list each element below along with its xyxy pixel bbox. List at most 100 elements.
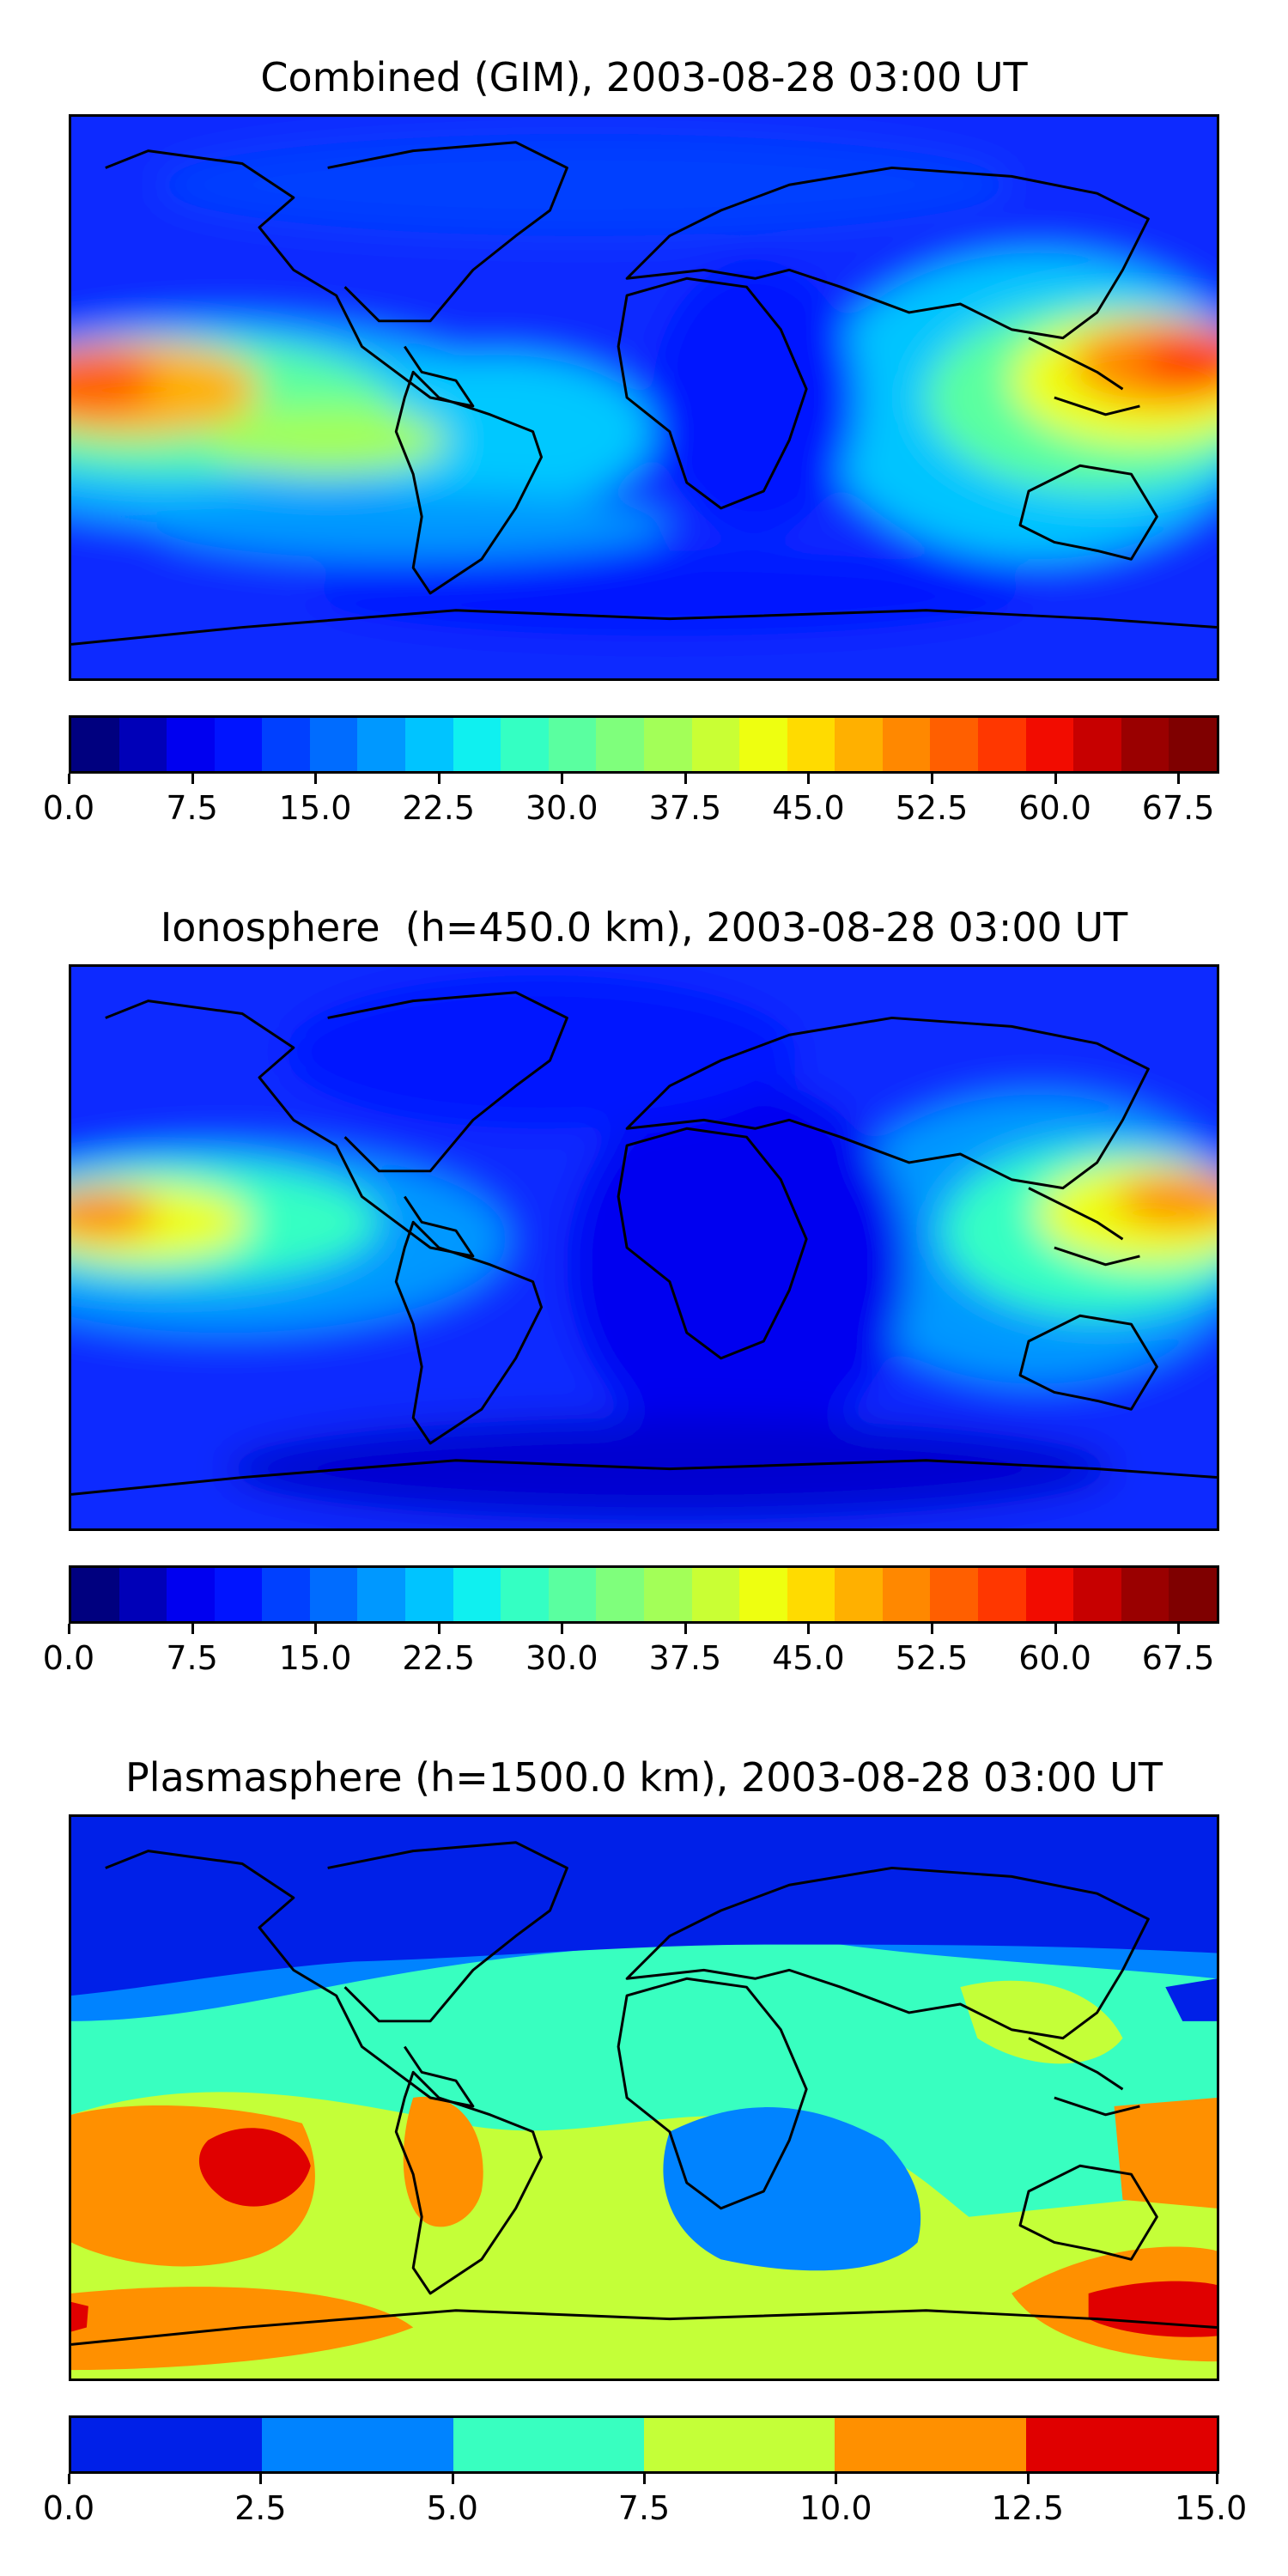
ionosphere-colorbar-segment xyxy=(357,1568,406,1621)
colorbar-tick-label: 30.0 xyxy=(525,1639,598,1677)
colorbar-tick-label: 45.0 xyxy=(772,789,845,827)
colorbar-tick xyxy=(437,774,440,784)
combined-colorbar-segment xyxy=(71,718,119,771)
combined-tec-map xyxy=(69,114,1219,681)
colorbar-tick-label: 37.5 xyxy=(648,789,722,827)
colorbar-tick-label: 5.0 xyxy=(426,2489,478,2527)
combined-colorbar-segment xyxy=(1025,718,1074,771)
ionosphere-colorbar-segment xyxy=(167,1568,215,1621)
colorbar-tick-label: 30.0 xyxy=(525,789,598,827)
colorbar-tick xyxy=(68,774,70,784)
colorbar-tick-label: 0.0 xyxy=(42,789,95,827)
colorbar-tick xyxy=(437,1624,440,1634)
colorbar-tick-label: 22.5 xyxy=(402,789,475,827)
combined-colorbar-segment xyxy=(787,718,835,771)
coastlines xyxy=(71,141,1217,646)
combined-colorbar-segment xyxy=(405,718,453,771)
coastlines xyxy=(71,991,1217,1496)
combined-colorbar-segment xyxy=(930,718,978,771)
colorbar-tick-label: 12.5 xyxy=(991,2489,1064,2527)
colorbar-tick xyxy=(259,2474,263,2484)
combined-map-title: Combined (GIM), 2003-08-28 03:00 UT xyxy=(260,54,1028,100)
combined-colorbar-segment xyxy=(262,718,310,771)
colorbar-tick-label: 10.0 xyxy=(799,2489,872,2527)
combined-colorbar-segment xyxy=(214,718,263,771)
plasmasphere-map-title: Plasmasphere (h=1500.0 km), 2003-08-28 0… xyxy=(125,1754,1163,1801)
combined-colorbar-segment xyxy=(1073,718,1121,771)
combined-colorbar-ticks: 0.0 7.5 15.0 22.5 30.0 37.5 45.0 52.5 60… xyxy=(43,774,1219,827)
ionosphere-colorbar-segment xyxy=(548,1568,597,1621)
ionosphere-colorbar-segment xyxy=(882,1568,931,1621)
colorbar-tick xyxy=(1216,2474,1218,2484)
combined-colorbar-segment xyxy=(835,718,883,771)
combined-colorbar xyxy=(69,715,1219,774)
colorbar-tick-label: 15.0 xyxy=(278,789,352,827)
colorbar-tick-label: 7.5 xyxy=(166,789,218,827)
ionosphere-colorbar-segment xyxy=(1073,1568,1121,1621)
colorbar-tick-label: 60.0 xyxy=(1018,1639,1091,1677)
colorbar-tick xyxy=(807,1624,811,1634)
colorbar-tick xyxy=(314,774,318,784)
plasmasphere-colorbar-segment xyxy=(1025,2418,1217,2471)
colorbar-tick-label: 0.0 xyxy=(42,2489,95,2527)
combined-colorbar-segment xyxy=(1169,718,1217,771)
combined-colorbar-segment xyxy=(977,718,1026,771)
colorbar-tick-label: 52.5 xyxy=(895,1639,969,1677)
plasmasphere-tec-map xyxy=(69,1814,1219,2381)
ionosphere-map-title: Ionosphere (h=450.0 km), 2003-08-28 03:0… xyxy=(160,904,1128,951)
colorbar-tick-label: 67.5 xyxy=(1141,789,1215,827)
combined-colorbar-segment xyxy=(643,718,692,771)
colorbar-tick xyxy=(314,1624,318,1634)
combined-colorbar-segment xyxy=(118,718,167,771)
ionosphere-colorbar-ticks: 0.0 7.5 15.0 22.5 30.0 37.5 45.0 52.5 60… xyxy=(43,1624,1219,1677)
ionosphere-colorbar-segment xyxy=(596,1568,644,1621)
colorbar-tick xyxy=(1177,1624,1181,1634)
ionosphere-tec-map xyxy=(69,964,1219,1531)
colorbar-tick xyxy=(931,774,933,784)
colorbar-tick xyxy=(68,2474,70,2484)
combined-colorbar-segment xyxy=(882,718,931,771)
combined-colorbar-segment xyxy=(691,718,740,771)
colorbar-tick-label: 15.0 xyxy=(1174,2489,1248,2527)
plasmasphere-colorbar-ticks: 0.0 2.5 5.0 7.5 10.0 12.5 15.0 xyxy=(43,2474,1247,2527)
combined-colorbar-segment xyxy=(1121,718,1170,771)
colorbar-tick-label: 2.5 xyxy=(234,2489,287,2527)
combined-colorbar-segment xyxy=(309,718,358,771)
colorbar-tick xyxy=(1177,774,1181,784)
plasmasphere-colorbar-segment xyxy=(835,2418,1026,2471)
colorbar-tick-label: 60.0 xyxy=(1018,789,1091,827)
ionosphere-colorbar-segment xyxy=(71,1568,119,1621)
combined-colorbar-segment xyxy=(739,718,787,771)
colorbar-tick-label: 22.5 xyxy=(402,1639,475,1677)
combined-colorbar-segment xyxy=(501,718,549,771)
plasmasphere-colorbar-segment xyxy=(453,2418,644,2471)
colorbar-tick xyxy=(683,1624,687,1634)
ionosphere-colorbar-segment xyxy=(691,1568,740,1621)
plasmasphere-colorbar-segment xyxy=(262,2418,453,2471)
ionosphere-colorbar-segment xyxy=(787,1568,835,1621)
ionosphere-colorbar-segment xyxy=(930,1568,978,1621)
ionosphere-colorbar-segment xyxy=(453,1568,501,1621)
colorbar-tick xyxy=(683,774,687,784)
colorbar-tick-label: 45.0 xyxy=(772,1639,845,1677)
colorbar-tick xyxy=(451,2474,454,2484)
ionosphere-colorbar xyxy=(69,1565,1219,1624)
colorbar-tick-label: 15.0 xyxy=(278,1639,352,1677)
colorbar-tick-label: 7.5 xyxy=(617,2489,671,2527)
combined-colorbar-segment xyxy=(453,718,501,771)
plasmasphere-colorbar xyxy=(69,2415,1219,2474)
colorbar-tick-label: 52.5 xyxy=(895,789,969,827)
ionosphere-colorbar-segment xyxy=(118,1568,167,1621)
combined-tec-field xyxy=(71,117,1217,678)
colorbar-tick xyxy=(68,1624,70,1634)
colorbar-tick-label: 37.5 xyxy=(648,1639,722,1677)
colorbar-tick-label: 0.0 xyxy=(42,1639,95,1677)
ionosphere-colorbar-segment xyxy=(739,1568,787,1621)
combined-colorbar-segment xyxy=(596,718,644,771)
colorbar-tick-label: 7.5 xyxy=(166,1639,218,1677)
coastlines xyxy=(71,1841,1217,2346)
colorbar-tick xyxy=(807,774,811,784)
combined-colorbar-segment xyxy=(357,718,406,771)
ionosphere-tec-field xyxy=(71,967,1217,1528)
ionosphere-colorbar-segment xyxy=(262,1568,310,1621)
